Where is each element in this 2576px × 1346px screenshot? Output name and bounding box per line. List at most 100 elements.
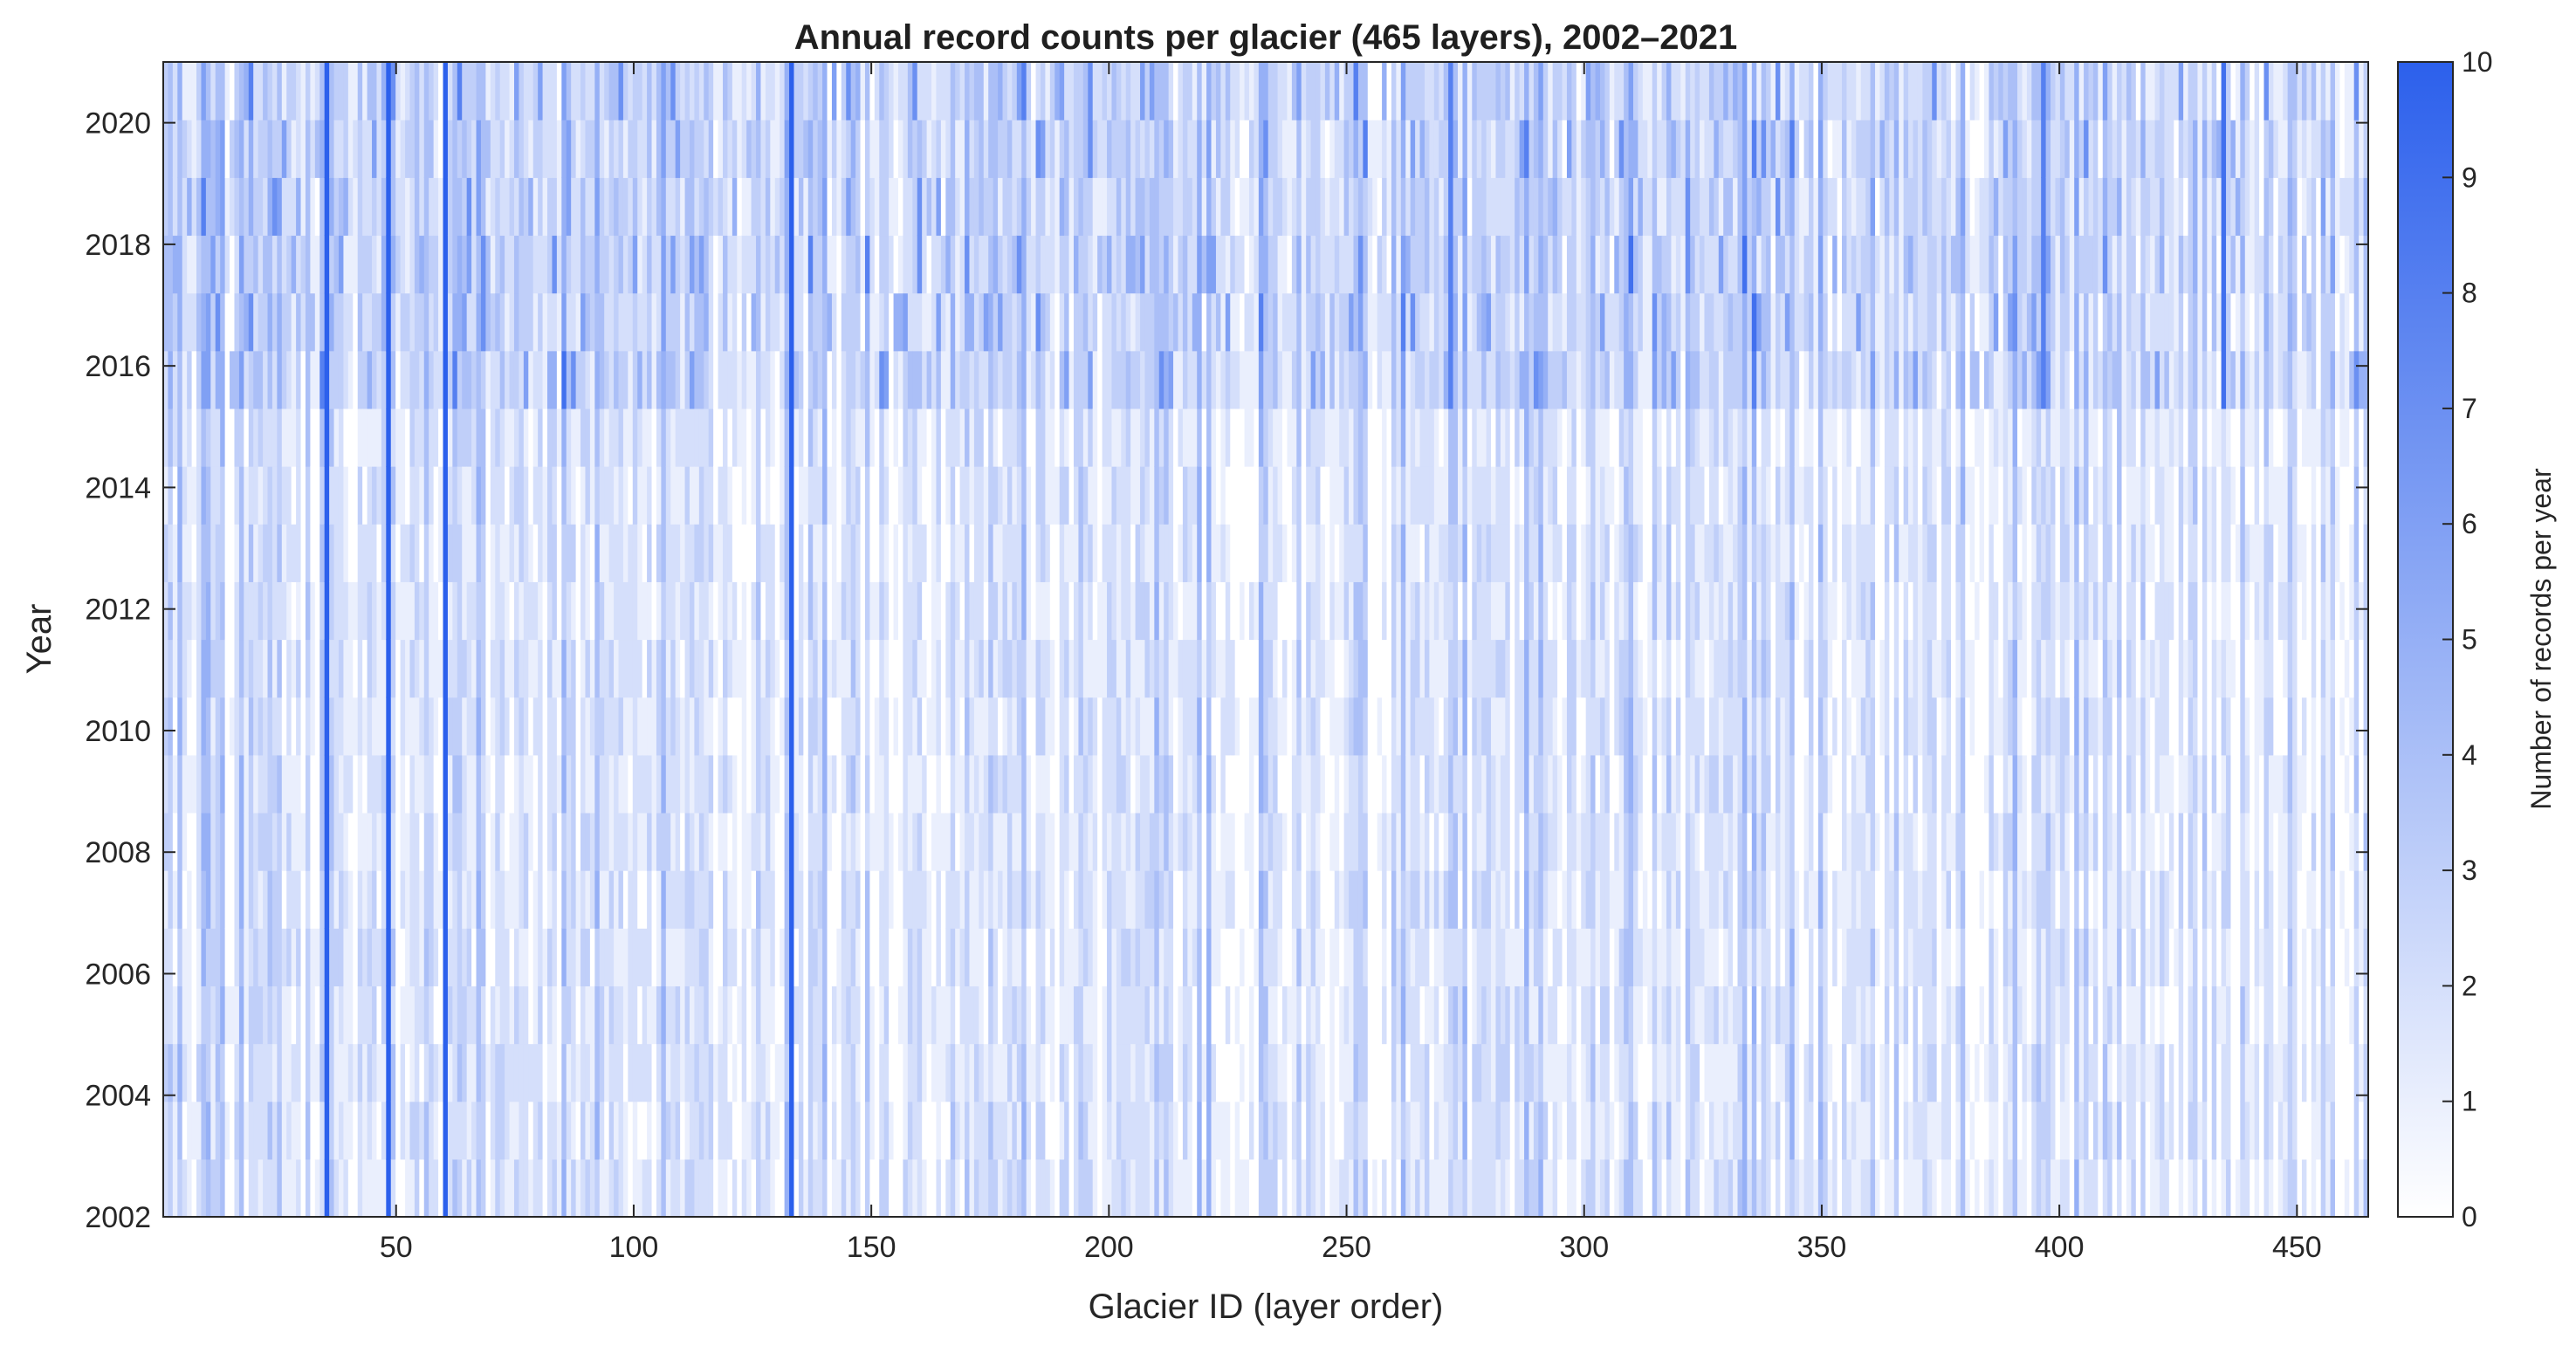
heatmap-cell xyxy=(1026,812,1032,871)
heatmap-cell xyxy=(542,754,548,814)
heatmap-cell xyxy=(907,870,913,929)
heatmap-cell xyxy=(1012,697,1018,756)
heatmap-cell xyxy=(1149,754,1155,814)
heatmap-cell xyxy=(263,581,269,641)
heatmap-cell xyxy=(694,350,700,409)
heatmap-cell xyxy=(637,1158,643,1218)
heatmap-cell xyxy=(556,120,562,178)
heatmap-cell xyxy=(386,235,392,294)
heatmap-cell xyxy=(723,1043,729,1102)
heatmap-cell xyxy=(1240,235,1246,294)
heatmap-cell xyxy=(542,812,548,871)
heatmap-cell xyxy=(1248,985,1255,1045)
heatmap-cell xyxy=(409,350,416,409)
heatmap-cell xyxy=(1234,812,1240,871)
heatmap-cell xyxy=(310,524,316,582)
heatmap-cell xyxy=(244,235,250,294)
heatmap-cell xyxy=(271,928,278,986)
heatmap-cell xyxy=(1296,1101,1302,1160)
heatmap-cell xyxy=(1040,985,1046,1045)
heatmap-cell xyxy=(405,754,411,814)
heatmap-cell xyxy=(310,408,316,467)
heatmap-cell xyxy=(471,1043,477,1102)
heatmap-cell xyxy=(386,812,392,871)
heatmap-cell xyxy=(234,870,240,929)
heatmap-cell xyxy=(614,1043,620,1102)
heatmap-cell xyxy=(889,177,895,237)
heatmap-cell xyxy=(172,408,178,467)
heatmap-cell xyxy=(642,62,648,120)
heatmap-cell xyxy=(1012,408,1018,467)
heatmap-cell xyxy=(215,350,221,409)
heatmap-cell xyxy=(959,235,965,294)
heatmap-cell xyxy=(822,292,828,352)
heatmap-cell xyxy=(405,235,411,294)
heatmap-cell xyxy=(893,408,899,467)
heatmap-cell xyxy=(386,1158,392,1218)
heatmap-cell xyxy=(281,639,287,698)
heatmap-cell xyxy=(1031,408,1037,467)
heatmap-cell xyxy=(163,754,169,814)
heatmap-cell xyxy=(196,62,203,120)
heatmap-cell xyxy=(931,292,938,352)
heatmap-cell xyxy=(1187,812,1193,871)
heatmap-cell xyxy=(965,524,971,582)
heatmap-cell xyxy=(438,870,444,929)
heatmap-cell xyxy=(230,235,236,294)
heatmap-cell xyxy=(423,292,429,352)
heatmap-cell xyxy=(362,524,368,582)
heatmap-cell xyxy=(286,235,292,294)
heatmap-cell xyxy=(1092,985,1098,1045)
heatmap-cell xyxy=(1254,350,1260,409)
heatmap-cell xyxy=(1282,408,1288,467)
heatmap-cell xyxy=(357,697,363,756)
heatmap-cell xyxy=(965,697,971,756)
heatmap-cell xyxy=(201,581,207,641)
heatmap-cell xyxy=(314,639,320,698)
heatmap-cell xyxy=(457,235,463,294)
heatmap-cell xyxy=(1135,350,1141,409)
heatmap-cell xyxy=(784,408,790,467)
heatmap-cell xyxy=(196,350,203,409)
heatmap-cell xyxy=(637,754,643,814)
heatmap-cell xyxy=(604,697,610,756)
heatmap-cell xyxy=(353,1101,359,1160)
heatmap-cell xyxy=(277,120,283,178)
heatmap-cell xyxy=(912,1043,918,1102)
heatmap-cell xyxy=(234,581,240,641)
heatmap-cell xyxy=(945,408,951,467)
heatmap-cell xyxy=(1273,62,1279,120)
heatmap-cell xyxy=(713,639,719,698)
heatmap-cell xyxy=(822,928,828,986)
heatmap-cell xyxy=(168,177,174,237)
heatmap-cell xyxy=(993,177,999,237)
heatmap-cell xyxy=(333,408,340,467)
heatmap-cell xyxy=(708,1158,714,1218)
heatmap-cell xyxy=(1097,350,1103,409)
heatmap-cell xyxy=(684,1101,690,1160)
heatmap-cell xyxy=(903,235,909,294)
heatmap-cell xyxy=(556,350,562,409)
heatmap-cell xyxy=(850,1101,856,1160)
heatmap-cell xyxy=(187,581,193,641)
heatmap-cell xyxy=(893,292,899,352)
heatmap-cell xyxy=(1107,350,1113,409)
heatmap-cell xyxy=(580,1043,587,1102)
heatmap-cell xyxy=(182,524,188,582)
heatmap-cell xyxy=(869,985,876,1045)
heatmap-cell xyxy=(751,870,757,929)
heatmap-cell xyxy=(780,466,786,525)
heatmap-cell xyxy=(1225,292,1231,352)
heatmap-cell xyxy=(907,985,913,1045)
heatmap-cell xyxy=(1234,639,1240,698)
heatmap-cell xyxy=(1244,292,1250,352)
heatmap-cell xyxy=(405,870,411,929)
heatmap-cell xyxy=(1240,177,1246,237)
heatmap-cell xyxy=(1154,928,1160,986)
heatmap-cell xyxy=(561,1043,567,1102)
heatmap-cell xyxy=(604,581,610,641)
heatmap-cell xyxy=(547,120,553,178)
heatmap-cell xyxy=(1339,754,1345,814)
heatmap-cell xyxy=(372,1101,378,1160)
heatmap-cell xyxy=(291,408,297,467)
